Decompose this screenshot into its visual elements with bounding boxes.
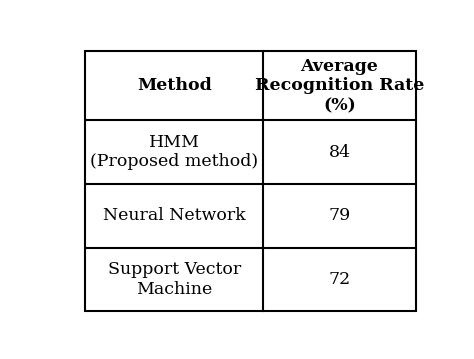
Bar xyxy=(85,51,416,311)
Text: Support Vector
Machine: Support Vector Machine xyxy=(108,261,241,298)
Text: HMM
(Proposed method): HMM (Proposed method) xyxy=(90,134,258,171)
Text: 84: 84 xyxy=(328,144,351,160)
Text: Method: Method xyxy=(137,77,211,94)
Text: 72: 72 xyxy=(328,271,351,288)
Text: 79: 79 xyxy=(328,207,351,224)
Text: Average
Recognition Rate
(%): Average Recognition Rate (%) xyxy=(255,58,424,114)
Text: Neural Network: Neural Network xyxy=(103,207,246,224)
